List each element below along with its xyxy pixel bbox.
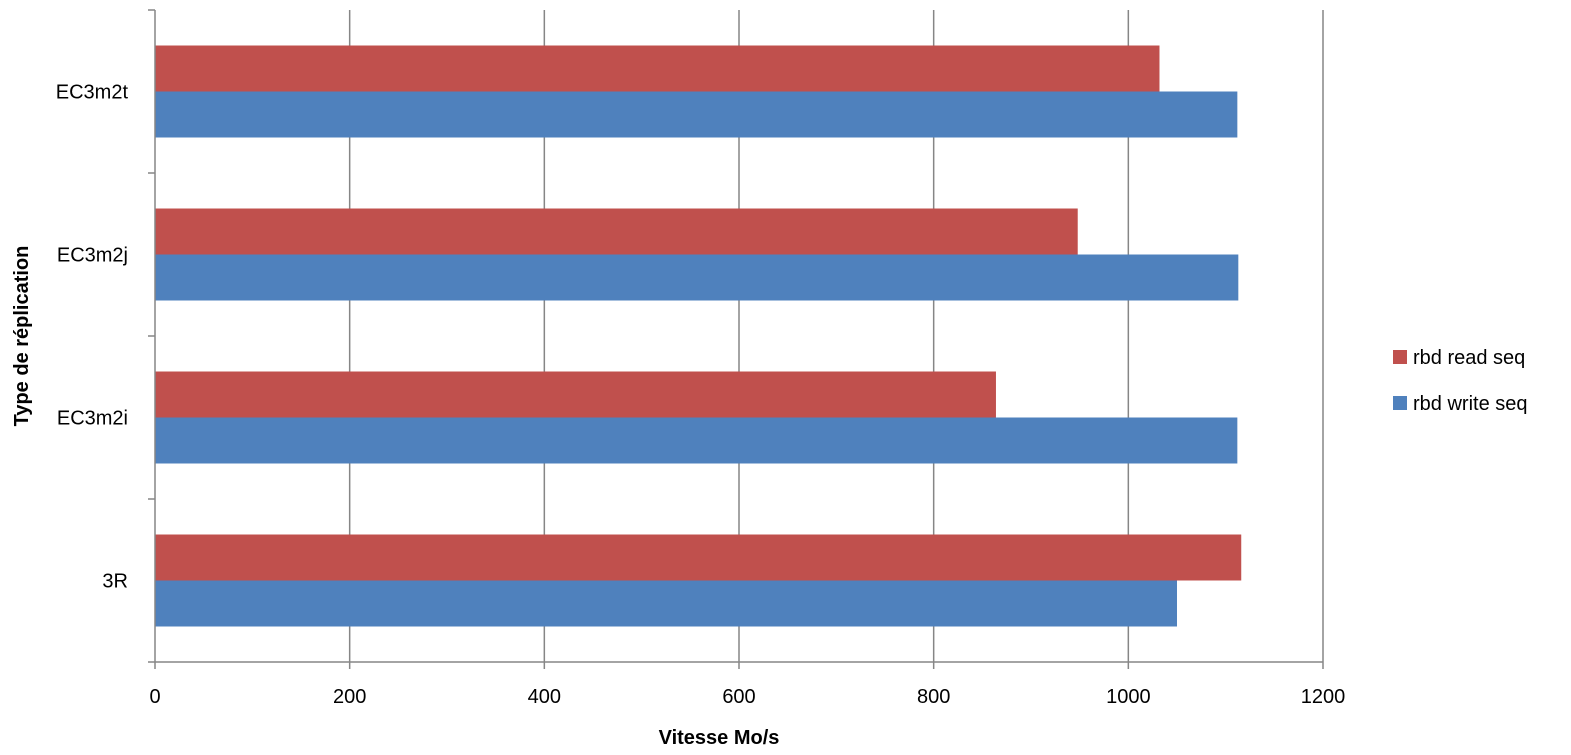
legend-label: rbd write seq bbox=[1413, 393, 1528, 415]
bar-rbd-read-seq-EC3m2j bbox=[155, 208, 1078, 255]
legend: rbd read seq rbd write seq bbox=[1393, 347, 1528, 415]
y-axis-title: Type de réplication bbox=[11, 246, 33, 427]
bar-rbd-read-seq-3R bbox=[155, 534, 1242, 581]
axes bbox=[148, 9, 1324, 669]
legend-label: rbd read seq bbox=[1413, 347, 1525, 369]
x-tick-label: 200 bbox=[333, 686, 366, 708]
x-tick-label: 400 bbox=[528, 686, 561, 708]
bar-rbd-write-seq-EC3m2j bbox=[155, 254, 1239, 301]
x-axis-title: Vitesse Mo/s bbox=[659, 727, 780, 749]
bar-rbd-write-seq-EC3m2t bbox=[155, 91, 1238, 138]
legend-swatch bbox=[1393, 396, 1407, 410]
bar-rbd-write-seq-EC3m2i bbox=[155, 417, 1238, 464]
y-tick-label: EC3m2j bbox=[57, 245, 128, 267]
bar-rbd-write-seq-3R bbox=[155, 580, 1177, 627]
bar-rbd-read-seq-EC3m2i bbox=[155, 371, 996, 418]
y-tick-label: EC3m2i bbox=[57, 408, 128, 430]
x-tick-label: 600 bbox=[722, 686, 755, 708]
tick-labels: 3R EC3m2i EC3m2j EC3m2t 0 200 400 600 800 1000 120… bbox=[56, 82, 1346, 709]
y-tick-label: EC3m2t bbox=[56, 82, 129, 104]
bars bbox=[155, 45, 1242, 627]
y-tick-label: 3R bbox=[102, 571, 128, 593]
bar-rbd-read-seq-EC3m2t bbox=[155, 45, 1160, 92]
legend-swatch bbox=[1393, 350, 1407, 364]
x-tick-label: 0 bbox=[149, 686, 160, 708]
x-tick-label: 1200 bbox=[1301, 686, 1346, 708]
x-tick-label: 1000 bbox=[1106, 686, 1151, 708]
x-tick-label: 800 bbox=[917, 686, 950, 708]
